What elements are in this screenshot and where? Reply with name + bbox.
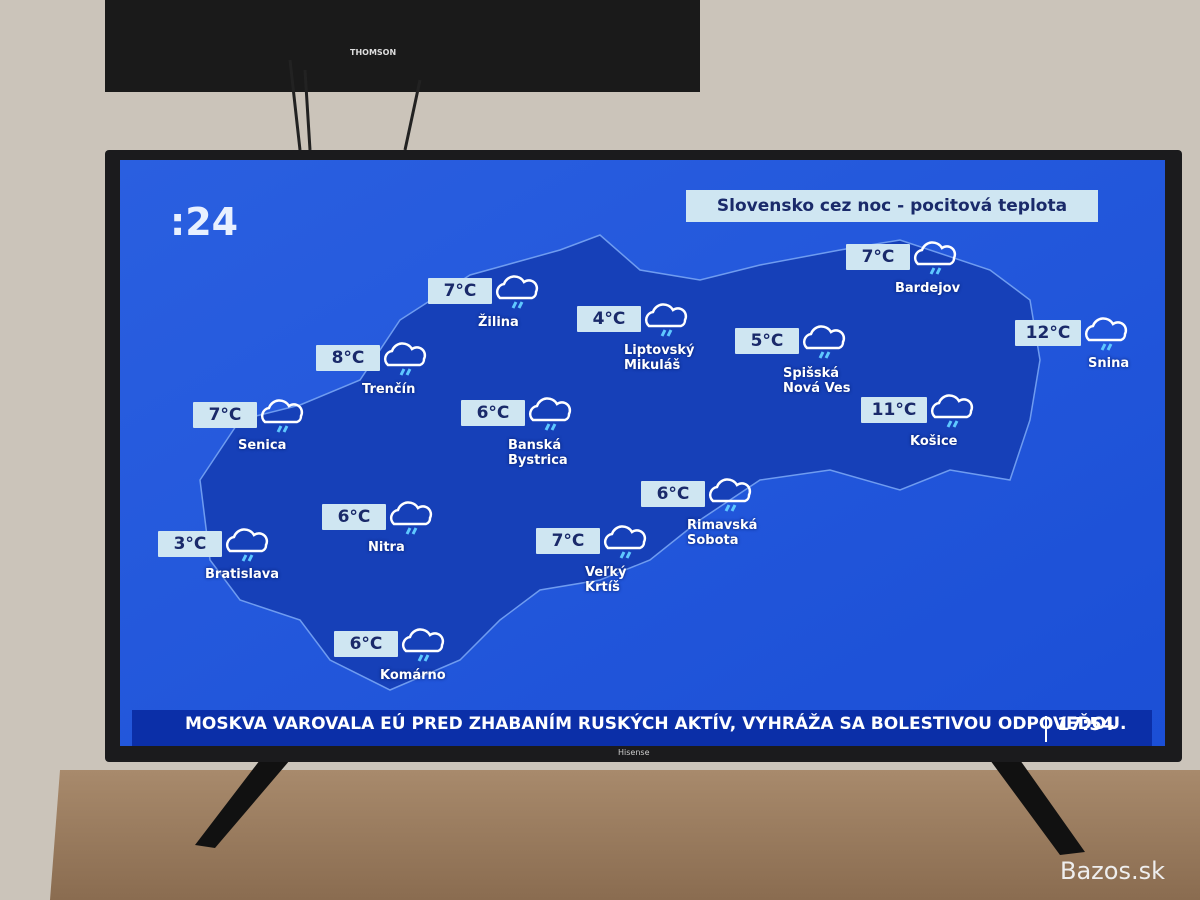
city-name: Snina <box>1088 356 1130 371</box>
cloud-icon <box>225 528 269 562</box>
temp-badge: 6°C <box>322 504 386 530</box>
cloud-icon <box>528 397 572 431</box>
cloud-icon <box>1084 317 1128 351</box>
cloud-icon <box>913 241 957 275</box>
temp-badge: 7°C <box>846 244 910 270</box>
city-name: Nitra <box>368 540 405 555</box>
cloud-icon <box>930 394 974 428</box>
temp-badge: 7°C <box>536 528 600 554</box>
cloud-icon <box>383 342 427 376</box>
temp-badge: 3°C <box>158 531 222 557</box>
city-name: Bardejov <box>895 281 961 296</box>
city-name: Komárno <box>380 668 446 683</box>
clock: 17:54 <box>1057 714 1115 735</box>
city-name: Spišská Nová Ves <box>783 366 851 396</box>
ticker: MOSKVA VAROVALA EÚ PRED ZHABANÍM RUSKÝCH… <box>185 714 1127 734</box>
city-name: Banská Bystrica <box>508 438 568 468</box>
table <box>50 770 1200 900</box>
city-name: Senica <box>238 438 287 453</box>
temp-badge: 11°C <box>861 397 927 423</box>
temp-badge: 7°C <box>193 402 257 428</box>
temp-badge: 8°C <box>316 345 380 371</box>
cloud-icon <box>260 399 304 433</box>
city-name: Košice <box>910 434 958 449</box>
weather-icons <box>225 241 1128 662</box>
temp-badge: 12°C <box>1015 320 1081 346</box>
city-name: Trenčín <box>362 382 416 397</box>
watermark: Bazos.sk <box>1060 857 1165 885</box>
cloud-icon <box>389 501 433 535</box>
temp-badge: 5°C <box>735 328 799 354</box>
cloud-icon <box>644 303 688 337</box>
cloud-icon <box>401 628 445 662</box>
temp-badge: 6°C <box>461 400 525 426</box>
temp-badge: 6°C <box>641 481 705 507</box>
cloud-icon <box>708 478 752 512</box>
cloud-icon <box>495 275 539 309</box>
temp-badge: 7°C <box>428 278 492 304</box>
city-name: Veľký Krtíš <box>585 565 627 595</box>
city-name: Liptovský Mikuláš <box>624 343 695 373</box>
city-name: Bratislava <box>205 567 279 582</box>
cloud-icon <box>802 325 846 359</box>
title: Slovensko cez noc - pocitová teplota <box>716 196 1068 216</box>
upper-tv-brand: THOMSON <box>350 48 397 57</box>
tv-brand: Hisense <box>618 748 650 757</box>
temp-badge: 6°C <box>334 631 398 657</box>
city-name: Žilina <box>478 315 519 330</box>
cables <box>288 59 422 151</box>
cloud-icon <box>603 525 647 559</box>
title-box <box>686 190 1098 222</box>
upper-tv <box>105 0 700 92</box>
city-name: Rimavská Sobota <box>687 518 758 548</box>
temp-badge: 4°C <box>577 306 641 332</box>
ticker-band <box>132 710 1152 746</box>
channel-logo: :24 <box>170 200 239 244</box>
